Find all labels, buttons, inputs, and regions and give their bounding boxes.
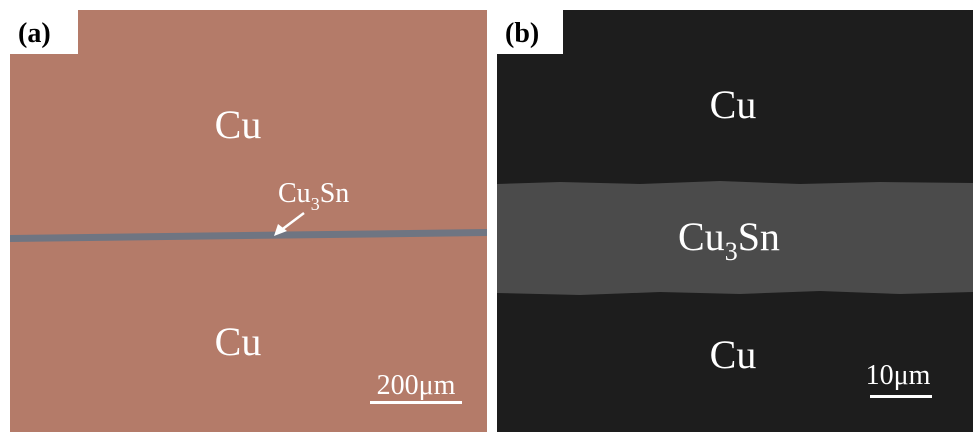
phase-label: Cu <box>710 82 757 127</box>
panel-a: (a) Cu Cu3Sn Cu 200μm <box>10 10 487 432</box>
phase-suffix: Sn <box>320 178 350 209</box>
phase-subscript: 3 <box>725 237 738 266</box>
micrograph-a <box>10 10 487 432</box>
scale-bar-label: 10μm <box>866 360 931 391</box>
phase-label: Cu <box>710 332 757 377</box>
panel-b: (b) Cu Cu3Sn Cu 10μm <box>497 10 973 432</box>
phase-suffix: Sn <box>738 214 780 259</box>
panel-label: (b) <box>505 18 539 49</box>
scale-bar <box>870 395 932 398</box>
phase-label: Cu <box>215 319 262 364</box>
phase-label: Cu <box>215 102 262 147</box>
phase-base: Cu <box>678 214 725 259</box>
scale-bar-label: 200μm <box>377 370 456 401</box>
figure: (a) Cu Cu3Sn Cu 200μm (b) Cu Cu3Sn Cu 10… <box>0 0 973 432</box>
page: (a) Cu Cu3Sn Cu 200μm (b) Cu Cu3Sn Cu 10… <box>0 0 973 432</box>
phase-subscript: 3 <box>311 194 320 214</box>
scale-bar <box>370 401 462 404</box>
phase-base: Cu <box>278 178 311 209</box>
panel-label: (a) <box>18 18 51 49</box>
